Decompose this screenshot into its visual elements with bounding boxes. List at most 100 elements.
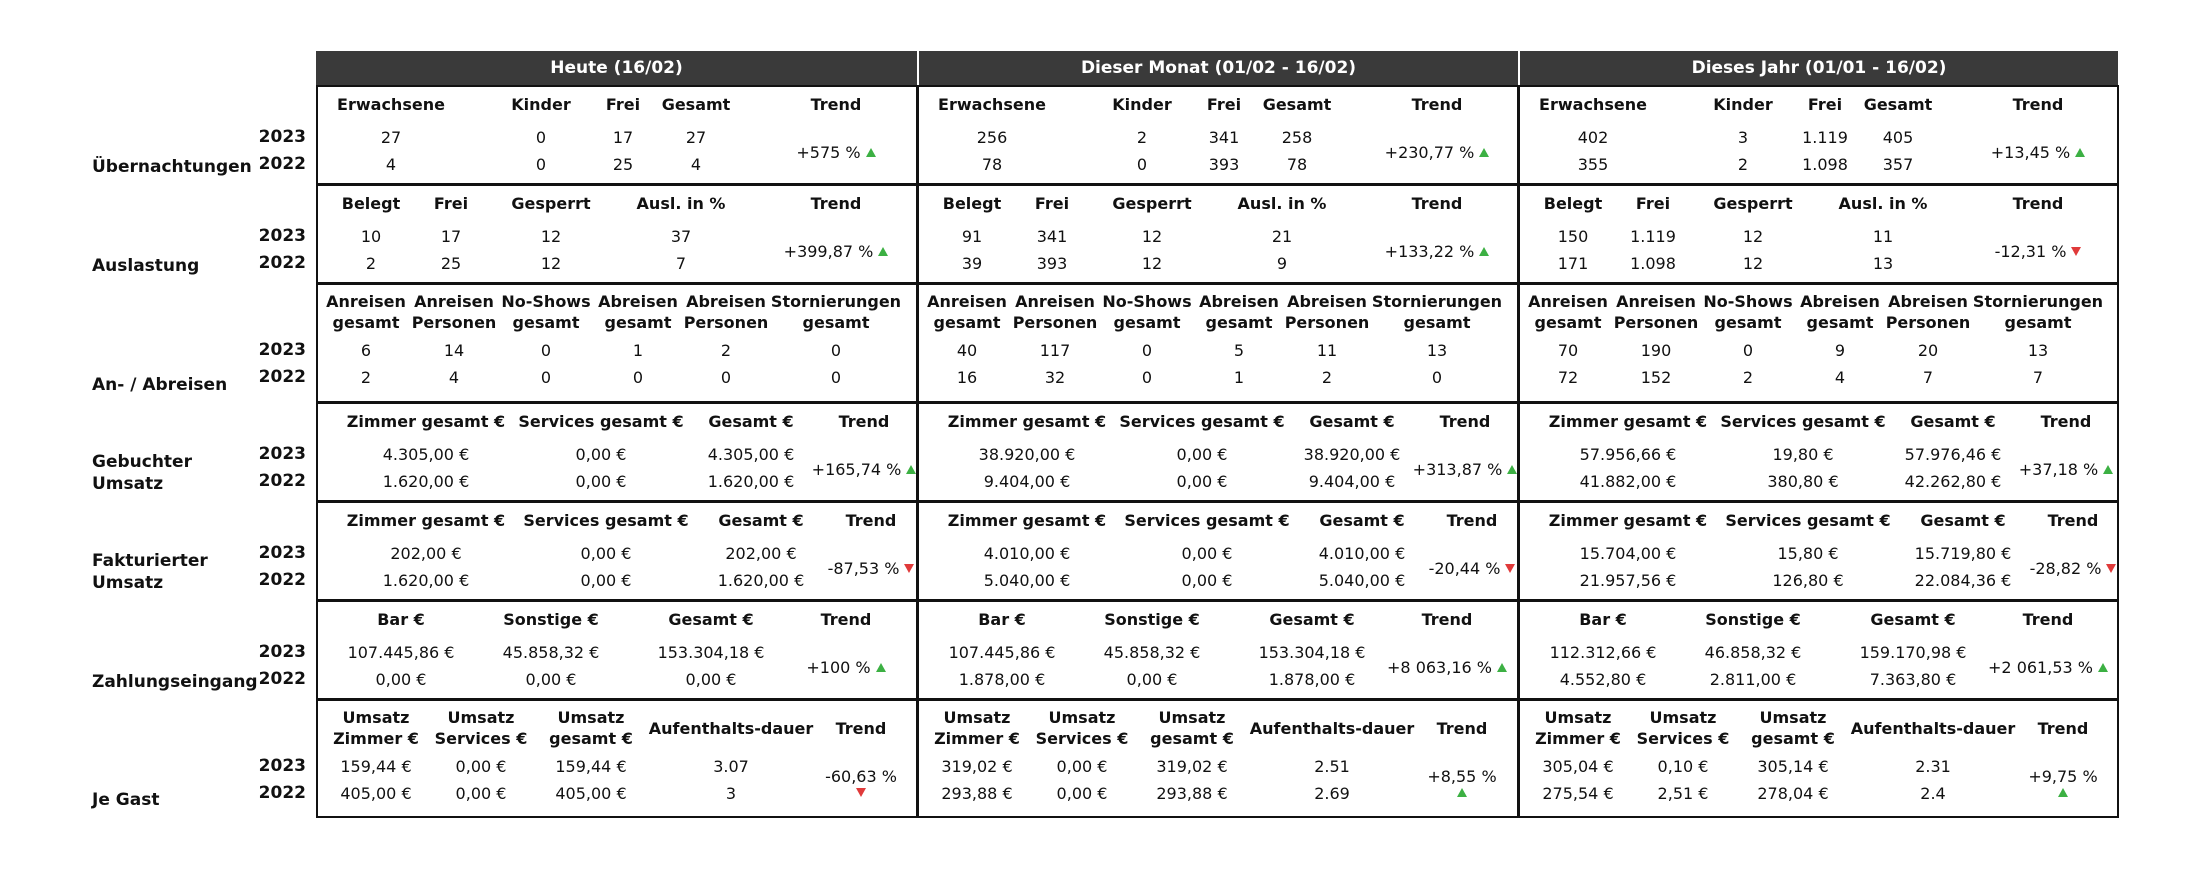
trend-up-icon	[1479, 147, 1490, 157]
trend-value: +230,77 %	[1384, 142, 1475, 162]
table-cell: 1.119	[1802, 128, 1848, 147]
table-cell: 57.956,66 €	[1579, 445, 1677, 464]
table-cell: 22.084,36 €	[1914, 571, 2012, 590]
column-header: Zimmer gesamt €	[1548, 412, 1708, 431]
column-header: Gesamt €	[708, 412, 794, 431]
table-cell: 393	[1036, 254, 1068, 273]
table-cell: 0	[1141, 368, 1153, 387]
table-cell: 1.098	[1802, 155, 1848, 174]
table-cell: 0,00 €	[1056, 784, 1108, 803]
trend-value: +13,45 %	[1990, 142, 2071, 162]
row-label-zahlungseingang: Zahlungseingang	[92, 672, 258, 692]
column-header: Kinder	[511, 95, 571, 114]
column-header: Gesamt €	[1319, 511, 1405, 530]
table-cell: 13	[1426, 341, 1448, 360]
year-label-2022: 2022	[258, 154, 306, 174]
table-cell: 27	[380, 128, 402, 147]
table-cell: 117	[1039, 341, 1071, 360]
table-cell: 0	[540, 368, 552, 387]
table-cell: 0,00 €	[1056, 757, 1108, 776]
table-cell: 153.304,18 €	[1258, 643, 1366, 662]
trend-value: +575 %	[796, 142, 861, 162]
year-label-2022: 2022	[258, 253, 306, 273]
column-header: Umsatz gesamt €	[1150, 708, 1234, 748]
column-header: Frei	[605, 95, 641, 114]
column-header: Umsatz gesamt €	[1751, 708, 1835, 748]
column-header: No-Shows gesamt	[501, 292, 591, 332]
table-cell: 3	[1737, 128, 1749, 147]
year-label-2023: 2023	[258, 543, 306, 563]
column-header: Trend	[1411, 95, 1463, 114]
column-header: Trend	[2012, 194, 2064, 213]
table-cell: 4.010,00 €	[983, 544, 1071, 563]
trend-value: -12,31 %	[1994, 241, 2067, 261]
table-cell: 150	[1557, 227, 1589, 246]
table-cell: 9.404,00 €	[983, 472, 1071, 491]
table-cell: 355	[1577, 155, 1609, 174]
column-header: Gesamt	[661, 95, 731, 114]
table-cell: 107.445,86 €	[948, 643, 1056, 662]
table-cell: 12	[1742, 227, 1764, 246]
column-header: Frei	[1635, 194, 1671, 213]
trend-indicator: +230,77 %	[1347, 138, 1527, 166]
column-header: Umsatz Zimmer €	[333, 708, 419, 748]
column-header: Gesperrt	[511, 194, 591, 213]
table-cell: 159,44 €	[555, 757, 627, 776]
column-header: Zimmer gesamt €	[947, 511, 1107, 530]
column-header: Erwachsene	[1539, 95, 1647, 114]
row-label-an-abreisen: An- / Abreisen	[92, 375, 228, 395]
table-cell: 70	[1557, 341, 1579, 360]
table-cell: 2	[720, 341, 732, 360]
column-header: Zimmer gesamt €	[1548, 511, 1708, 530]
period-header-today: Heute (16/02)	[316, 51, 917, 85]
year-label-2022: 2022	[258, 471, 306, 491]
table-cell: 107.445,86 €	[347, 643, 455, 662]
table-cell: 0	[1136, 155, 1148, 174]
trend-indicator: -28,82 %	[1983, 554, 2163, 582]
column-header: Trend	[1436, 718, 1488, 738]
column-header: Trend	[1411, 194, 1463, 213]
column-header: Zimmer gesamt €	[947, 412, 1107, 431]
trend-up-icon	[1457, 788, 1467, 797]
table-cell: 341	[1036, 227, 1068, 246]
table-cell: 3	[725, 784, 737, 803]
trend-indicator: +165,74 %	[774, 455, 954, 483]
column-header: Trend	[2022, 610, 2074, 629]
row-label-uebernachtungen: Übernachtungen	[92, 157, 252, 177]
column-header: Trend	[1446, 511, 1498, 530]
trend-up-icon	[878, 246, 889, 256]
column-header: Services gesamt €	[1119, 412, 1285, 431]
table-cell: 2	[1737, 155, 1749, 174]
year-label-2022: 2022	[258, 783, 306, 803]
column-header: Aufenthalts-dauer	[648, 718, 814, 738]
table-cell: 1.878,00 €	[1268, 670, 1356, 689]
table-cell: 319,02 €	[1156, 757, 1228, 776]
trend-down-icon	[2071, 246, 2082, 256]
column-header: Trend	[2047, 511, 2099, 530]
column-header: Aufenthalts-dauer	[1249, 718, 1415, 738]
column-header: Trend	[820, 610, 872, 629]
column-header: Services gesamt €	[518, 412, 684, 431]
table-cell: 405	[1882, 128, 1914, 147]
table-cell: 0	[632, 368, 644, 387]
table-cell: 10	[360, 227, 382, 246]
table-cell: 12	[540, 227, 562, 246]
table-cell: 258	[1281, 128, 1313, 147]
table-cell: 2.51	[1314, 757, 1350, 776]
row-label-fakturierter-umsatz: Fakturierter Umsatz	[92, 551, 208, 593]
table-cell: 41.882,00 €	[1579, 472, 1677, 491]
table-cell: 38.920,00 €	[1303, 445, 1401, 464]
column-header: Abreisen gesamt	[1800, 292, 1880, 332]
table-cell: 0	[1742, 341, 1754, 360]
table-cell: 9.404,00 €	[1308, 472, 1396, 491]
column-header: Gesamt €	[718, 511, 804, 530]
column-header: Aufenthalts-dauer	[1850, 718, 2016, 738]
table-cell: 11	[1316, 341, 1338, 360]
table-cell: 256	[976, 128, 1008, 147]
table-cell: 159,44 €	[340, 757, 412, 776]
column-header: Erwachsene	[337, 95, 445, 114]
trend-indicator: +100 %	[756, 653, 936, 681]
table-cell: 319,02 €	[941, 757, 1013, 776]
table-cell: 1.620,00 €	[717, 571, 805, 590]
table-cell: 91	[961, 227, 983, 246]
